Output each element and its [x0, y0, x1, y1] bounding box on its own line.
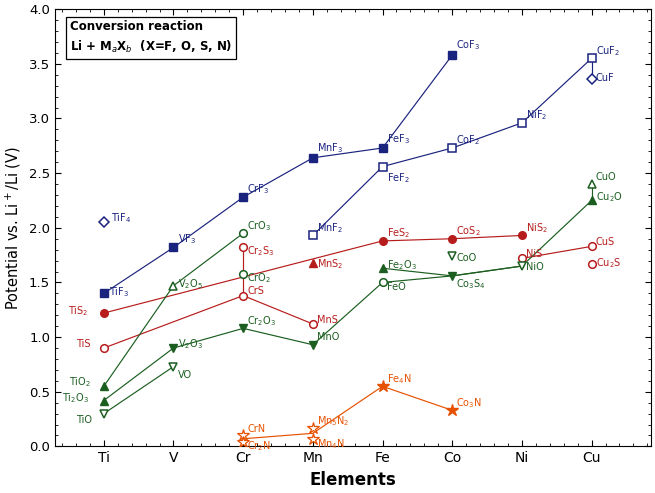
Text: NiO: NiO	[526, 262, 544, 273]
Text: TiS: TiS	[76, 339, 90, 349]
Text: CuF$_2$: CuF$_2$	[596, 44, 620, 58]
Text: CrF$_3$: CrF$_3$	[248, 182, 270, 196]
Text: NiF$_2$: NiF$_2$	[526, 108, 548, 122]
X-axis label: Elements: Elements	[310, 471, 396, 489]
Text: Ti$_2$O$_3$: Ti$_2$O$_3$	[62, 391, 89, 405]
Text: VF$_3$: VF$_3$	[178, 232, 196, 246]
Text: FeO: FeO	[386, 282, 405, 292]
Text: CuS: CuS	[596, 237, 615, 247]
Text: Fe$_4$N: Fe$_4$N	[386, 372, 411, 386]
Text: Conversion reaction
Li + M$_a$X$_b$  (X=F, O, S, N): Conversion reaction Li + M$_a$X$_b$ (X=F…	[70, 20, 233, 55]
Text: Cr$_2$O$_3$: Cr$_2$O$_3$	[248, 314, 276, 328]
Text: NiS: NiS	[526, 249, 542, 259]
Text: MnS$_2$: MnS$_2$	[317, 257, 343, 271]
Text: CrN: CrN	[248, 424, 265, 434]
Text: TiF$_3$: TiF$_3$	[109, 285, 129, 299]
Text: Cr$_2$N: Cr$_2$N	[248, 440, 271, 454]
Text: FeF$_3$: FeF$_3$	[386, 133, 410, 146]
Text: Co$_3$S$_4$: Co$_3$S$_4$	[457, 277, 486, 290]
Text: FeF$_2$: FeF$_2$	[386, 171, 409, 184]
Text: Fe$_2$O$_3$: Fe$_2$O$_3$	[386, 258, 417, 272]
Text: TiF$_4$: TiF$_4$	[111, 211, 131, 225]
Text: Cr$_2$S$_3$: Cr$_2$S$_3$	[248, 244, 275, 258]
Text: NiS$_2$: NiS$_2$	[526, 221, 548, 235]
Text: CrO$_2$: CrO$_2$	[248, 271, 271, 285]
Text: TiS$_2$: TiS$_2$	[67, 304, 88, 318]
Text: MnS: MnS	[317, 315, 338, 325]
Text: TiO$_2$: TiO$_2$	[69, 375, 91, 389]
Text: FeS$_2$: FeS$_2$	[386, 227, 410, 240]
Text: CuF: CuF	[596, 73, 614, 83]
Text: VO: VO	[178, 370, 192, 380]
Text: TiO: TiO	[76, 416, 92, 425]
Text: V$_2$O$_5$: V$_2$O$_5$	[178, 277, 202, 290]
Text: CoO: CoO	[457, 252, 477, 263]
Text: CoF$_2$: CoF$_2$	[457, 134, 480, 147]
Text: MnF$_2$: MnF$_2$	[317, 221, 343, 235]
Text: Mn$_4$N: Mn$_4$N	[317, 437, 345, 451]
Text: Cu$_2$S: Cu$_2$S	[596, 256, 621, 270]
Text: MnF$_3$: MnF$_3$	[317, 141, 343, 155]
Text: CrS: CrS	[248, 286, 264, 296]
Text: MnO: MnO	[317, 332, 339, 342]
Text: CoF$_3$: CoF$_3$	[457, 38, 481, 52]
Text: CrO$_3$: CrO$_3$	[248, 219, 272, 233]
Text: Cu$_2$O: Cu$_2$O	[596, 190, 623, 204]
Text: CoS$_2$: CoS$_2$	[457, 224, 481, 238]
Y-axis label: Potential vs. Li$^+$/Li (V): Potential vs. Li$^+$/Li (V)	[4, 146, 24, 310]
Text: V$_2$O$_3$: V$_2$O$_3$	[178, 337, 202, 351]
Text: CuO: CuO	[596, 172, 616, 182]
Text: Mn$_5$N$_2$: Mn$_5$N$_2$	[317, 415, 349, 428]
Text: Co$_3$N: Co$_3$N	[457, 396, 482, 410]
